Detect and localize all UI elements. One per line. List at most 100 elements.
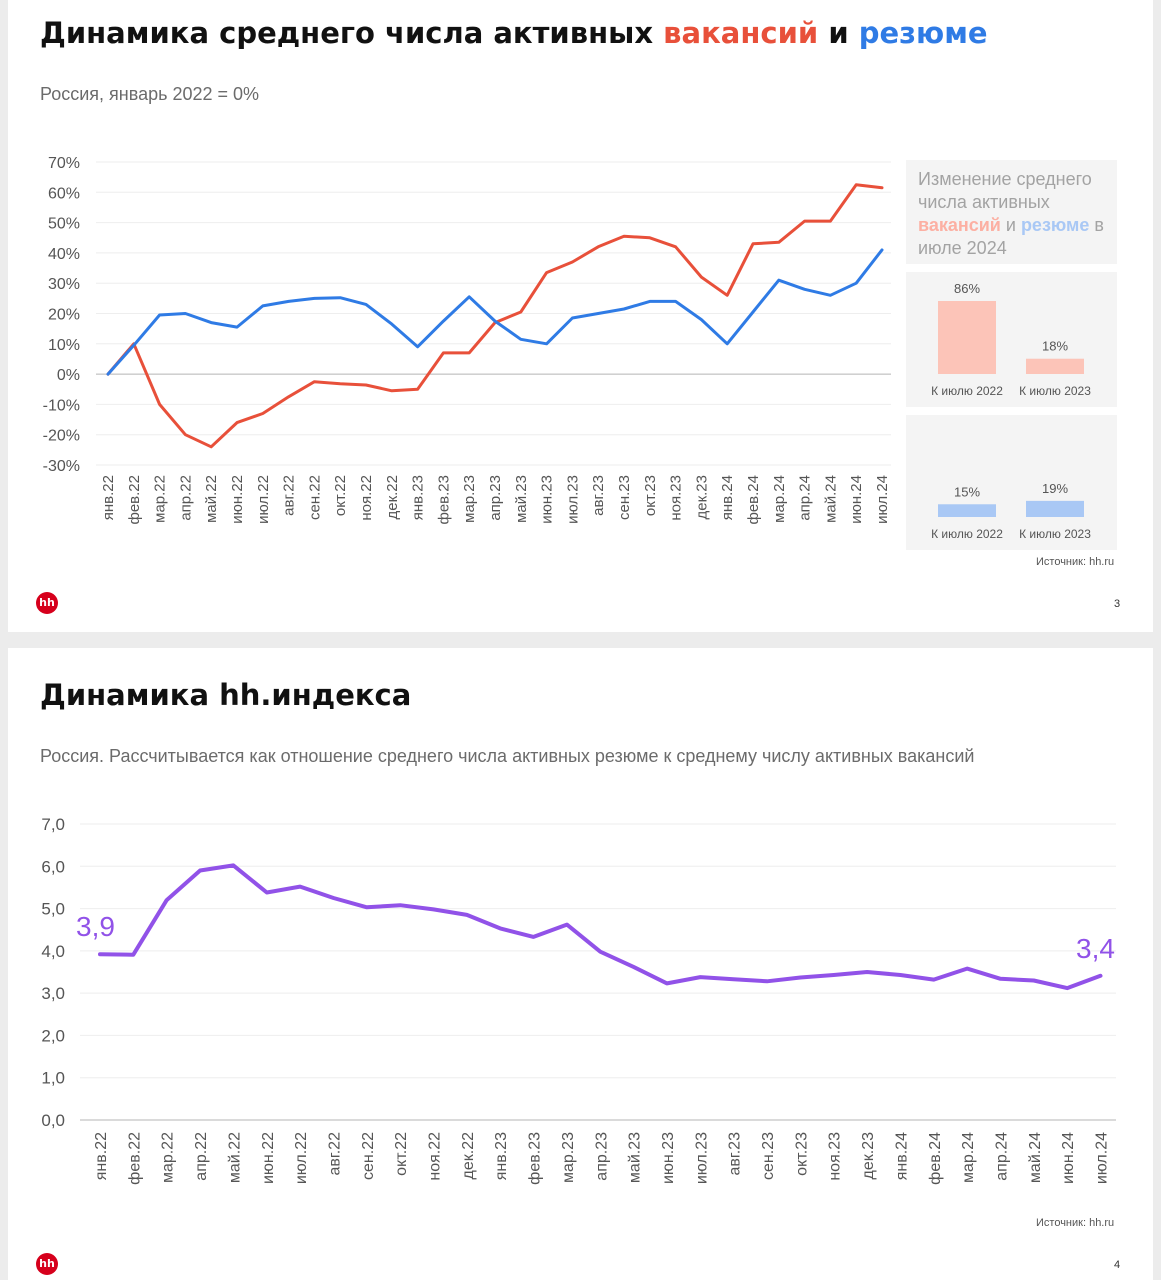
page-number: 3 [1114, 598, 1121, 610]
x-tick-label: июл.24 [1094, 1132, 1111, 1184]
x-tick-label: фев.23 [527, 1132, 544, 1185]
chart-subtitle: Россия. Рассчитывается как отношение сре… [40, 746, 975, 766]
x-tick-label: ноя.23 [827, 1132, 844, 1181]
source-note: Источник: hh.ru [1036, 556, 1115, 568]
page-title: Динамика среднего числа активных ваканси… [40, 16, 988, 50]
x-tick-label: май.23 [627, 1132, 644, 1183]
x-tick-label: авг.23 [590, 475, 607, 516]
x-tick-label: янв.22 [93, 1132, 110, 1180]
title-and: и [818, 16, 859, 50]
x-tick-label: ноя.23 [668, 475, 685, 521]
bar-resumes [938, 504, 996, 517]
y-tick-label: 7,0 [41, 815, 65, 834]
x-tick-label: авг.23 [727, 1132, 744, 1176]
resumes-bars-box [906, 415, 1117, 550]
y-tick-label: 30% [48, 276, 80, 293]
x-tick-label: фев.23 [435, 475, 452, 525]
x-tick-label: июл.22 [255, 475, 272, 524]
x-tick-label: янв.24 [719, 475, 736, 520]
x-tick-label: янв.22 [100, 475, 117, 520]
x-tick-label: апр.24 [797, 475, 814, 521]
bar-category-label: К июлю 2022 [931, 384, 1003, 398]
y-tick-label: 40% [48, 246, 80, 263]
slide-hh-index: Динамика hh.индекса Россия. Рассчитывает… [8, 648, 1153, 1280]
hh-logo: hh [36, 1253, 58, 1275]
bar-resumes [1026, 500, 1084, 517]
side-heading-resumes: резюме [1020, 215, 1090, 235]
bar-vacancies [1026, 358, 1084, 374]
hh-logo: hh [36, 592, 58, 614]
x-tick-label: июл.24 [874, 475, 891, 524]
x-tick-label: янв.24 [893, 1132, 910, 1180]
y-tick-label: 50% [48, 216, 80, 233]
side-heading-vacancies: вакансий [918, 215, 1001, 235]
x-tick-label: авг.22 [326, 1132, 343, 1176]
y-tick-label: 10% [48, 337, 80, 354]
x-tick-label: окт.23 [793, 1132, 810, 1176]
x-tick-label: фев.24 [745, 475, 762, 525]
x-tick-label: мар.24 [960, 1132, 977, 1183]
bar-value-label: 18% [1042, 339, 1068, 354]
title-vacancies: вакансий [663, 16, 819, 50]
x-tick-label: янв.23 [410, 475, 427, 520]
x-tick-label: дек.22 [384, 475, 401, 520]
x-tick-label: май.22 [203, 475, 220, 523]
y-tick-label: 70% [48, 155, 80, 172]
x-tick-label: мар.22 [152, 475, 169, 523]
x-tick-label: июн.23 [660, 1132, 677, 1184]
x-tick-label: апр.23 [487, 475, 504, 521]
x-tick-label: мар.23 [461, 475, 478, 523]
x-tick-label: сен.22 [306, 475, 323, 520]
x-tick-label: дек.22 [460, 1132, 477, 1180]
x-tick-label: фев.24 [927, 1132, 944, 1185]
x-tick-label: апр.23 [593, 1132, 610, 1181]
x-tick-label: ноя.22 [358, 475, 375, 521]
x-tick-label: дек.23 [860, 1132, 877, 1180]
bar-value-label: 86% [954, 281, 980, 296]
x-tick-label: май.24 [822, 475, 839, 523]
series-line-resumes [106, 248, 884, 376]
y-tick-label: 1,0 [41, 1069, 65, 1088]
annotation-first-value: 3,9 [76, 911, 115, 942]
x-tick-label: май.23 [513, 475, 530, 523]
x-tick-label: апр.22 [177, 475, 194, 521]
x-tick-label: ноя.22 [427, 1132, 444, 1181]
line-chart-hh-index: 7,0 6,0 5,0 4,0 3,0 2,0 1,0 0,0 янв.22 фев.22 мар.… [41, 815, 1116, 1185]
y-tick-label: 60% [48, 185, 80, 202]
x-tick-label: июн.23 [539, 475, 556, 524]
x-tick-label: мар.23 [560, 1132, 577, 1183]
x-tick-label: мар.22 [160, 1132, 177, 1183]
y-tick-label: 6,0 [41, 857, 65, 876]
y-tick-label: 20% [48, 307, 80, 324]
side-heading-text: Изменение среднего числа активных [918, 169, 1092, 212]
side-heading-and: и [1000, 215, 1021, 235]
title-text: Динамика среднего числа активных [40, 16, 664, 50]
title-resumes: резюме [858, 16, 988, 50]
side-panel-heading-box [906, 160, 1117, 264]
series-line-hh-index [98, 863, 1103, 991]
x-tick-label: апр.22 [193, 1132, 210, 1181]
x-tick-label: май.24 [1027, 1132, 1044, 1183]
chart-subtitle: Россия, январь 2022 = 0% [40, 84, 260, 104]
bar-category-label: К июлю 2023 [1019, 527, 1091, 541]
annotation-last-value: 3,4 [1076, 933, 1115, 964]
x-tick-label: июн.24 [1060, 1132, 1077, 1184]
x-tick-label: сен.23 [616, 475, 633, 520]
x-tick-label: фев.22 [126, 475, 143, 525]
bar-value-label: 19% [1042, 481, 1068, 496]
x-tick-label: сен.22 [360, 1132, 377, 1180]
x-tick-label: июн.22 [260, 1132, 277, 1184]
x-tick-label: окт.22 [332, 475, 349, 516]
x-tick-label: апр.24 [993, 1132, 1010, 1181]
y-tick-label: -10% [43, 397, 80, 414]
y-tick-label: -30% [43, 458, 80, 475]
x-tick-label: июл.23 [564, 475, 581, 524]
side-panel-heading: Изменение среднего числа активных ваканс… [918, 168, 1118, 260]
bar-vacancies [938, 301, 996, 374]
x-tick-label: сен.23 [760, 1132, 777, 1180]
x-tick-label: июл.22 [293, 1132, 310, 1184]
side-heading-date: в июле 2024 [918, 215, 1104, 258]
page-number: 4 [1114, 1259, 1121, 1271]
x-tick-label: дек.23 [693, 475, 710, 520]
source-note: Источник: hh.ru [1036, 1217, 1115, 1229]
